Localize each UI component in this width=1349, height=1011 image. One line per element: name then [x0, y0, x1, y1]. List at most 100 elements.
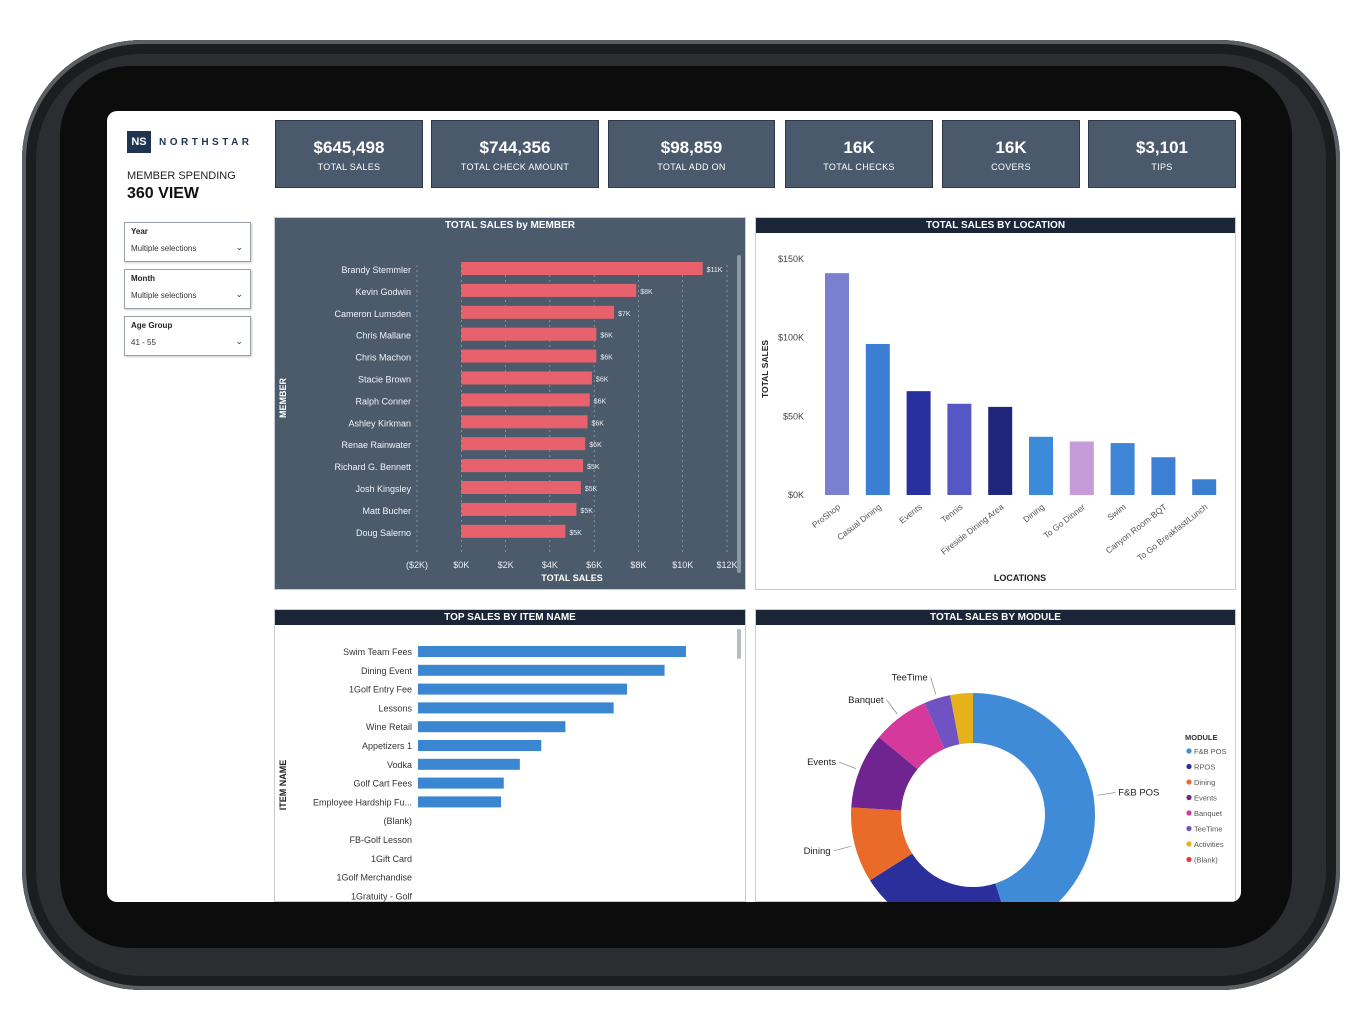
- panel-title: TOTAL SALES BY MODULE: [756, 610, 1235, 625]
- slice-label: Dining: [804, 846, 831, 857]
- location-bar: [1069, 441, 1094, 495]
- x-tick-label: Tennis: [939, 502, 965, 525]
- legend-marker: [1186, 748, 1192, 754]
- item-bar: [418, 740, 542, 751]
- member-bar: [461, 262, 703, 275]
- item-label: FB-Golf Lesson: [349, 835, 412, 845]
- slice-leader-line: [1097, 792, 1116, 796]
- slicer-title: Month: [131, 274, 155, 283]
- member-sales-panel: TOTAL SALES by MEMBER ($2K) $0K $2K $4K $6K $…: [274, 217, 746, 590]
- legend-label: Events: [1194, 794, 1217, 803]
- item-label: Dining Event: [361, 666, 413, 676]
- donut-slice: [851, 737, 918, 811]
- item-label: Appetizers 1: [362, 741, 412, 751]
- member-label: Chris Machon: [355, 353, 411, 363]
- item-label: Swim Team Fees: [343, 647, 412, 657]
- member-label: Josh Kingsley: [355, 484, 411, 494]
- module-sales-chart: F&B POS Dining Events Banquet TeeTime MODULE F…: [804, 672, 1227, 902]
- data-label: $6K: [600, 333, 613, 340]
- scrollbar[interactable]: [737, 629, 741, 659]
- slicer-value: Multiple selections: [131, 291, 197, 300]
- slice-label: Events: [807, 757, 836, 768]
- location-bar: [1151, 457, 1176, 495]
- slice-leader-line: [886, 699, 898, 715]
- member-label: Doug Salerno: [356, 528, 411, 538]
- location-bar: [1192, 479, 1217, 495]
- member-label: Renae Rainwater: [341, 440, 411, 450]
- slice-leader-line: [833, 845, 852, 852]
- kpi-value: $3,101: [1136, 138, 1188, 157]
- donut-slice: [973, 693, 1095, 902]
- item-label: Lessons: [378, 703, 412, 713]
- scrollbar[interactable]: [737, 255, 741, 573]
- member-bar: [461, 502, 577, 516]
- brand-logo: NS NORTHSTAR: [127, 131, 253, 153]
- y-tick-label: $0K: [788, 490, 804, 500]
- item-label: 1Gratuity - Golf: [351, 891, 413, 901]
- month-slicer[interactable]: Month Multiple selections ⌄: [124, 269, 251, 309]
- kpi-value: 16K: [995, 138, 1027, 157]
- age-group-slicer[interactable]: Age Group 41 - 55 ⌄: [124, 316, 251, 356]
- member-bar: [461, 524, 566, 538]
- slicer-title: Age Group: [131, 321, 173, 330]
- panel-title: TOP SALES BY ITEM NAME: [275, 610, 745, 625]
- member-bar: [461, 437, 586, 451]
- year-slicer[interactable]: Year Multiple selections ⌄: [124, 222, 251, 262]
- y-tick-label: $50K: [783, 411, 804, 421]
- kpi-label: TOTAL CHECKS: [823, 162, 895, 172]
- logo-mark: NS: [127, 131, 151, 153]
- x-tick-label: Swim: [1105, 502, 1128, 523]
- member-label: Cameron Lumsden: [334, 309, 411, 319]
- legend-title: MODULE: [1185, 733, 1218, 742]
- chevron-down-icon[interactable]: ⌄: [235, 336, 243, 346]
- legend-label: Banquet: [1194, 809, 1223, 818]
- member-bar: [461, 349, 597, 363]
- kpi-card-total-checks: 16K TOTAL CHECKS: [785, 120, 933, 188]
- member-bar: [461, 327, 597, 341]
- data-label: $6K: [596, 377, 609, 384]
- kpi-card-total-sales: $645,498 TOTAL SALES: [275, 120, 423, 188]
- chevron-down-icon[interactable]: ⌄: [235, 289, 243, 299]
- member-sales-chart: ($2K) $0K $2K $4K $6K $8K $10K $12K Brandy Stemm…: [278, 255, 741, 583]
- page-title: 360 VIEW: [127, 185, 200, 202]
- x-tick-label: $8K: [630, 560, 646, 570]
- kpi-card-covers: 16K COVERS: [942, 120, 1080, 188]
- y-axis-title: ITEM NAME: [278, 760, 288, 811]
- data-label: $6K: [592, 420, 605, 427]
- kpi-card-tips: $3,101 TIPS: [1088, 120, 1236, 188]
- y-axis-title: MEMBER: [278, 378, 288, 418]
- data-label: $7K: [618, 311, 631, 318]
- chevron-down-icon[interactable]: ⌄: [235, 242, 243, 252]
- item-sales-chart: Swim Team Fees Dining Event 1Golf Entry Fe…: [278, 629, 741, 901]
- kpi-value: $744,356: [479, 138, 551, 157]
- x-tick-label: Dining: [1021, 502, 1046, 525]
- item-label: 1Golf Merchandise: [336, 873, 412, 883]
- location-sales-panel: TOTAL SALES BY LOCATION $0K $50K $100K $150…: [755, 217, 1236, 590]
- member-bar: [461, 371, 592, 385]
- member-label: Matt Bucher: [362, 506, 411, 516]
- x-tick-label: ($2K): [406, 560, 428, 570]
- kpi-label: TOTAL ADD ON: [657, 162, 726, 172]
- item-sales-panel: TOP SALES BY ITEM NAME Swim Team Fees Din…: [274, 609, 746, 902]
- legend-marker: [1186, 779, 1192, 785]
- kpi-label: TOTAL SALES: [317, 162, 381, 172]
- location-bar: [906, 391, 931, 495]
- item-label: Vodka: [387, 760, 412, 770]
- x-tick-label: To Go Dinner: [1041, 502, 1087, 541]
- x-tick-label: To Go Breakfast/Lunch: [1135, 502, 1210, 563]
- legend-label: Activities: [1194, 840, 1224, 849]
- slice-leader-line: [930, 677, 937, 695]
- kpi-card-total-add-on: $98,859 TOTAL ADD ON: [608, 120, 775, 188]
- data-label: $5K: [587, 464, 600, 471]
- donut-slice: [878, 703, 945, 770]
- slicer-value: 41 - 55: [131, 338, 156, 347]
- data-label: $11K: [707, 267, 723, 274]
- slicer-value: Multiple selections: [131, 244, 197, 253]
- x-axis-title: LOCATIONS: [994, 573, 1046, 583]
- location-bar: [1110, 443, 1135, 495]
- x-tick-label: ProShop: [810, 502, 842, 530]
- data-label: $6K: [594, 398, 607, 405]
- item-label: Golf Cart Fees: [353, 779, 412, 789]
- item-label: (Blank): [383, 816, 412, 826]
